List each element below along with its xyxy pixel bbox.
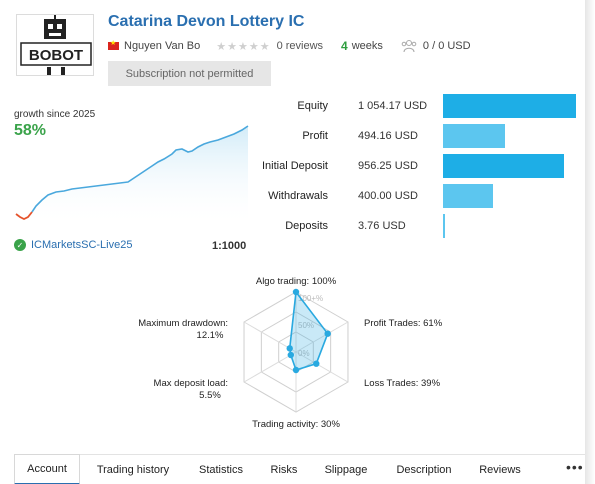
radar-value-point bbox=[286, 345, 293, 352]
radar-value-point bbox=[292, 288, 300, 296]
subscribe-button[interactable]: Subscription not permitted bbox=[108, 61, 271, 86]
risk-radar-chart: 100+% 50% 0% Algo trading: 100% Profit Trade… bbox=[138, 276, 443, 430]
growth-label: growth since 2025 bbox=[14, 109, 96, 120]
radar-value-point bbox=[287, 351, 295, 359]
radar-axis-label: Maximum drawdown: bbox=[138, 318, 228, 329]
stat-value: 3.76 USD bbox=[358, 220, 406, 232]
stat-label: Deposits bbox=[285, 220, 328, 232]
radar-axis-label: Profit Trades: 61% bbox=[364, 318, 443, 329]
radar-value-point bbox=[324, 330, 331, 337]
radar-axis-line bbox=[243, 351, 297, 383]
radar-axis-label: Trading activity: 30% bbox=[252, 419, 340, 430]
radar-axis-label: Loss Trades: 39% bbox=[364, 378, 441, 389]
growth-chart[interactable] bbox=[12, 122, 250, 226]
radar-axis-line bbox=[295, 351, 349, 383]
radar-value-point bbox=[292, 366, 300, 374]
radar-value-area bbox=[288, 289, 329, 371]
subscribers-icon bbox=[401, 40, 417, 53]
tab-bar: Account Trading history Statistics Risks… bbox=[14, 454, 585, 484]
more-menu-icon[interactable]: ••• bbox=[566, 459, 584, 475]
broker-server[interactable]: ICMarketsSC-Live25 bbox=[31, 239, 133, 251]
radar-axis-line bbox=[295, 321, 349, 353]
vietnam-flag-icon bbox=[108, 39, 119, 50]
broker-link[interactable]: ✓ ICMarketsSC-Live25 bbox=[14, 239, 132, 251]
subscribers-value: 0 / 0 USD bbox=[422, 40, 471, 52]
signal-meta: Nguyen Van Bo ★★★★★ 0 reviews 4 weeks 0 … bbox=[108, 39, 471, 53]
tab-reviews[interactable]: Reviews bbox=[479, 464, 521, 476]
stat-bar bbox=[443, 124, 505, 148]
rating-stars-icon: ★★★★★ bbox=[216, 40, 271, 53]
stat-label: Withdrawals bbox=[268, 190, 328, 202]
author-link[interactable]: Nguyen Van Bo bbox=[124, 40, 201, 52]
stat-bar bbox=[443, 214, 445, 238]
svg-text:BOBOT: BOBOT bbox=[29, 47, 83, 64]
radar-axis-label: Max deposit load: bbox=[154, 378, 228, 389]
radar-axis-sublabel: 12.1% bbox=[197, 330, 224, 341]
radar-axis-sublabel: 5.5% bbox=[199, 390, 221, 401]
tab-trading-history[interactable]: Trading history bbox=[96, 464, 170, 476]
tab-statistics[interactable]: Statistics bbox=[198, 464, 243, 476]
radar-ring-label: 50% bbox=[298, 321, 314, 330]
stat-value: 494.16 USD bbox=[358, 130, 418, 142]
stat-value: 1 054.17 USD bbox=[358, 100, 428, 112]
signal-title[interactable]: Catarina Devon Lottery IC bbox=[108, 13, 305, 30]
stat-label: Equity bbox=[297, 100, 328, 112]
stat-value: 400.00 USD bbox=[358, 190, 418, 202]
radar-axis-label: Algo trading: 100% bbox=[256, 276, 337, 287]
stat-bar bbox=[443, 184, 493, 208]
weeks-number: 4 bbox=[341, 39, 348, 53]
radar-ring-label: 0% bbox=[298, 349, 310, 358]
page-edge-shadow bbox=[585, 0, 595, 484]
signal-logo: BOBOT bbox=[16, 14, 94, 76]
leverage-value: 1:1000 bbox=[212, 240, 247, 252]
radar-ring-label: 100+% bbox=[298, 294, 323, 303]
tab-slippage[interactable]: Slippage bbox=[324, 464, 368, 476]
growth-value: 58% bbox=[14, 122, 47, 139]
growth-area bbox=[16, 126, 248, 226]
robot-logo-icon: BOBOT bbox=[20, 15, 92, 75]
stat-value: 956.25 USD bbox=[358, 160, 418, 172]
reviews-count[interactable]: 0 reviews bbox=[276, 40, 324, 52]
growth-line bbox=[31, 125, 249, 213]
radar-value-point bbox=[313, 360, 320, 367]
tab-description[interactable]: Description bbox=[396, 464, 452, 476]
stat-bar bbox=[443, 94, 576, 118]
stat-label: Profit bbox=[302, 130, 328, 142]
tab-account[interactable]: Account bbox=[14, 454, 80, 484]
weeks-label: weeks bbox=[351, 40, 383, 52]
growth-loss-segment bbox=[15, 211, 33, 221]
tab-risks[interactable]: Risks bbox=[270, 464, 298, 476]
stat-label: Initial Deposit bbox=[261, 160, 328, 172]
verified-check-icon: ✓ bbox=[14, 239, 26, 251]
stat-bar bbox=[443, 154, 564, 178]
